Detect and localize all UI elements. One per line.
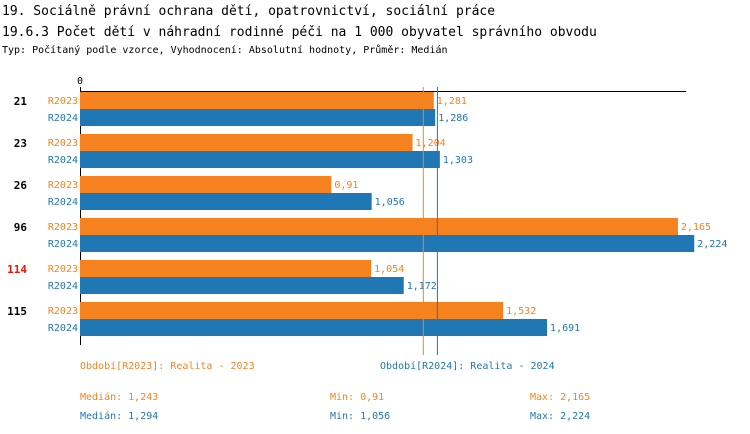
data-label: 1,172 — [407, 281, 437, 292]
bar — [80, 277, 404, 294]
series-label: R2024 — [48, 281, 78, 292]
series-label: R2023 — [48, 138, 78, 149]
indicator-title: 19.6.3 Počet dětí v náhradní rodinné péč… — [2, 25, 597, 40]
category-label: 96 — [14, 221, 28, 234]
data-label: 1,056 — [375, 197, 405, 208]
series-label: R2023 — [48, 222, 78, 233]
data-label: 1,303 — [443, 155, 473, 166]
series-label: R2023 — [48, 264, 78, 275]
bar — [80, 151, 440, 168]
axis-zero-label: 0 — [77, 76, 83, 87]
category-label: 115 — [7, 305, 27, 318]
bar — [80, 319, 548, 336]
bar — [80, 193, 372, 210]
legend-r2023: Období[R2023]: Realita - 2023 — [80, 360, 255, 372]
stat-median-2023: Medián: 1,243 — [80, 391, 158, 403]
bar — [80, 235, 695, 252]
category-label: 26 — [14, 179, 28, 192]
stat-min-2024: Min: 1,056 — [330, 411, 390, 422]
data-label: 1,532 — [506, 306, 536, 317]
legend-r2024: Období[R2024]: Realita - 2024 — [380, 360, 555, 372]
data-label: 1,054 — [374, 264, 404, 275]
stat-max-2023: Max: 2,165 — [530, 392, 590, 403]
data-label: 2,165 — [681, 222, 711, 233]
category-label: 23 — [14, 137, 27, 150]
bar — [80, 260, 372, 277]
plot-area: 21 R2023 1,281 R2024 1,286 23 R2023 1,204 R2024 1… — [7, 87, 727, 355]
data-label: 0,91 — [334, 180, 358, 191]
series-label: R2023 — [48, 96, 78, 107]
series-label: R2024 — [48, 113, 78, 124]
bar — [80, 218, 678, 235]
bar — [80, 92, 434, 109]
series-label: R2024 — [48, 323, 78, 334]
series-label: R2024 — [48, 197, 78, 208]
bar — [80, 134, 413, 151]
series-label: R2024 — [48, 155, 78, 166]
bar — [80, 109, 436, 126]
stat-median-2024: Medián: 1,294 — [80, 410, 158, 422]
category-label: 114 — [7, 263, 27, 276]
indicator-subtitle: Typ: Počítaný podle vzorce, Vyhodnocení:… — [2, 44, 448, 56]
stat-min-2023: Min: 0,91 — [330, 392, 384, 403]
series-label: R2023 — [48, 180, 78, 191]
bar — [80, 176, 332, 193]
series-label: R2023 — [48, 306, 78, 317]
data-label: 1,204 — [416, 138, 446, 149]
stat-max-2024: Max: 2,224 — [530, 411, 590, 422]
chapter-title: 19. Sociálně právní ochrana dětí, opatro… — [2, 4, 495, 19]
bar — [80, 302, 504, 319]
data-label: 1,281 — [437, 96, 467, 107]
category-label: 21 — [14, 95, 28, 108]
data-label: 1,286 — [438, 113, 468, 124]
data-label: 2,224 — [697, 239, 727, 250]
data-label: 1,691 — [550, 323, 580, 334]
series-label: R2024 — [48, 239, 78, 250]
